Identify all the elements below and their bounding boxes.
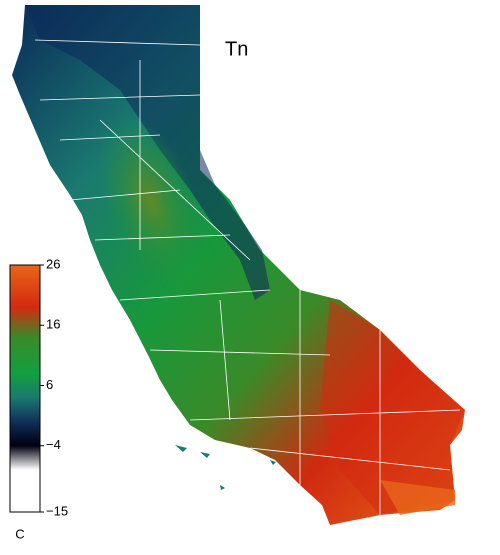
colorbar-unit: C <box>15 526 24 541</box>
map-title: Tn <box>225 38 248 60</box>
california-map <box>12 5 465 525</box>
colorbar-tick-label: 6 <box>46 377 53 392</box>
desert-heat <box>320 300 465 515</box>
colorbar-tick-label: −4 <box>46 437 61 452</box>
channel-islands <box>175 445 276 490</box>
colorbar-tick-label: −15 <box>46 503 68 518</box>
colorbar-tick-label: 26 <box>46 256 60 271</box>
desert-hot <box>380 480 455 515</box>
county-lines <box>34 39 461 515</box>
colorbar-ticks: 26 16 6 −4 −15 <box>40 256 68 518</box>
colorbar-tick-label: 16 <box>46 317 60 332</box>
central-valley <box>97 114 203 286</box>
colorbar <box>9 264 41 513</box>
mountain-shade <box>25 5 270 300</box>
